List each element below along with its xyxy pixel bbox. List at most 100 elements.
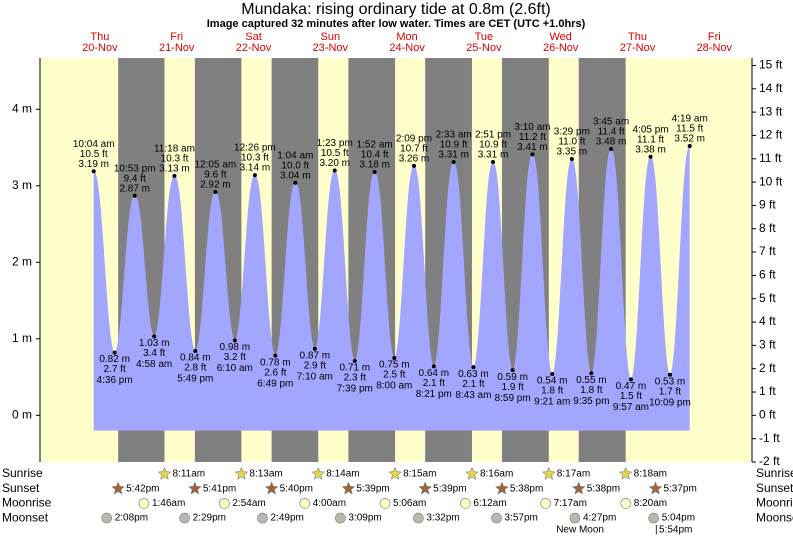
y2-tick-label: 12 ft xyxy=(759,128,783,142)
tide-time: 4:19 am xyxy=(672,114,708,125)
sun-icon xyxy=(571,481,586,495)
row-label-right: Moonrise xyxy=(756,496,793,510)
tide-time: 3:29 pm xyxy=(554,127,590,138)
moon-icon xyxy=(101,512,113,524)
row-time: 1:46am xyxy=(152,498,185,509)
day-name: Tue xyxy=(475,31,494,43)
sun-icon xyxy=(418,481,433,495)
tide-extreme xyxy=(392,355,397,360)
tide-extreme xyxy=(132,193,137,198)
moon-icon xyxy=(138,498,150,509)
row-time: 2:54am xyxy=(232,498,265,509)
tide-area xyxy=(93,145,690,431)
row-time: 3:32pm xyxy=(426,513,459,524)
sun-icon xyxy=(541,466,556,480)
sun-icon xyxy=(234,466,249,480)
day-date: 25-Nov xyxy=(466,42,502,54)
tide-ft: 10.4 ft xyxy=(361,150,389,161)
moon-icon xyxy=(620,498,632,509)
tide-extreme xyxy=(648,154,653,159)
y2-tick-label: 8 ft xyxy=(759,221,776,235)
chart-subtitle: Image captured 32 minutes after low wate… xyxy=(207,18,586,30)
tide-ft: 2.5 ft xyxy=(383,370,405,381)
row-time: 8:16am xyxy=(480,469,513,480)
y2-tick-label: 0 ft xyxy=(759,408,776,422)
y2-tick-label: 1 ft xyxy=(759,384,776,398)
tide-time: 10:09 pm xyxy=(649,397,691,408)
sun-icon xyxy=(341,481,356,495)
y2-tick-label: 2 ft xyxy=(759,361,776,375)
row-time: 5:38pm xyxy=(510,483,543,494)
row-time: 2:08pm xyxy=(115,513,148,524)
day-name: Sat xyxy=(245,31,262,43)
tide-m: 3.31 m xyxy=(478,150,509,161)
tide-extreme xyxy=(609,147,614,152)
tide-time: 3:45 am xyxy=(593,117,629,128)
day-date: 27-Nov xyxy=(620,42,656,54)
sun-icon xyxy=(264,481,279,495)
day-date: 28-Nov xyxy=(697,42,733,54)
tide-time: 1:52 am xyxy=(357,140,393,151)
tide-ft: 10.3 ft xyxy=(241,153,269,164)
row-time: 8:14am xyxy=(326,469,359,480)
tide-ft: 9.6 ft xyxy=(204,170,226,181)
y2-tick-label: -2 ft xyxy=(759,454,780,468)
sun-icon xyxy=(111,481,125,495)
day-name: Wed xyxy=(549,31,571,43)
tide-time: 9:21 am xyxy=(534,397,570,408)
tide-m: 3.38 m xyxy=(635,144,666,155)
tide-ft: 2.6 ft xyxy=(264,367,286,378)
tide-time: 10:04 am xyxy=(73,139,115,150)
tide-extreme xyxy=(411,163,416,168)
tide-extreme xyxy=(431,364,436,369)
tide-extreme xyxy=(332,168,337,173)
tide-m: 0.47 m xyxy=(616,381,647,392)
tide-m: 0.84 m xyxy=(180,353,211,364)
tide-ft: 2.9 ft xyxy=(304,360,326,371)
moon-phase-time: 5:54pm xyxy=(659,525,692,536)
moon-icon xyxy=(540,498,551,509)
moon-icon xyxy=(491,512,502,524)
moon-icon xyxy=(648,512,660,524)
tide-m: 0.53 m xyxy=(655,376,686,387)
tide-extreme xyxy=(213,189,218,194)
tide-ft: 10.7 ft xyxy=(400,144,428,155)
tide-time: 7:10 am xyxy=(297,371,333,382)
row-time: 5:40pm xyxy=(280,483,313,494)
row-time: 5:37pm xyxy=(663,483,696,494)
tide-time: 4:36 pm xyxy=(97,375,133,386)
y2-tick-label: 14 ft xyxy=(759,81,783,95)
day-name: Mon xyxy=(396,31,417,43)
row-time: 5:39pm xyxy=(433,483,466,494)
row-time: 5:06am xyxy=(393,498,426,509)
tide-extreme xyxy=(628,377,633,382)
row-time: 8:18am xyxy=(634,469,667,480)
row-time: 5:42pm xyxy=(126,483,159,494)
tide-ft: 1.8 ft xyxy=(541,386,563,397)
tide-ft: 11.2 ft xyxy=(519,132,546,143)
tide-extreme xyxy=(312,346,317,351)
row-label-right: Sunset xyxy=(756,481,793,495)
tide-m: 3.41 m xyxy=(517,142,548,153)
moon-phase: New Moon xyxy=(556,525,604,536)
tide-time: 10:53 pm xyxy=(114,163,156,174)
tide-m: 3.35 m xyxy=(557,147,588,158)
tide-ft: 2.1 ft xyxy=(462,379,484,390)
tide-time: 8:59 pm xyxy=(495,393,531,404)
moon-icon xyxy=(335,512,346,524)
day-date: 22-Nov xyxy=(236,42,272,54)
tide-time: 5:49 pm xyxy=(177,374,213,385)
moon-icon xyxy=(379,498,391,509)
tide-extreme xyxy=(510,368,515,373)
day-date: 24-Nov xyxy=(389,42,425,54)
tide-ft: 10.0 ft xyxy=(281,160,309,171)
sun-icon xyxy=(388,466,402,480)
tide-extreme xyxy=(252,173,257,178)
tide-time: 12:26 pm xyxy=(234,143,276,154)
tide-m: 0.78 m xyxy=(260,357,291,368)
day-date: 26-Nov xyxy=(543,42,579,54)
sun-icon xyxy=(465,466,479,480)
tide-extreme xyxy=(530,152,535,157)
row-label-right: Sunrise xyxy=(756,466,793,480)
